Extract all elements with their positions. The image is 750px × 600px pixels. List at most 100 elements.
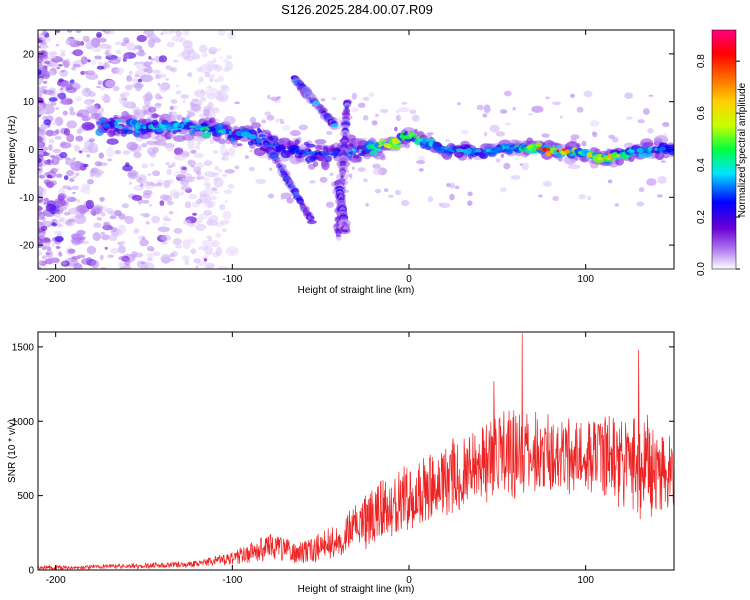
spectrogram-blob <box>180 179 189 187</box>
spectrogram-blob <box>597 157 601 161</box>
spectrogram-blob <box>357 102 366 109</box>
spectrogram-blob <box>234 165 240 170</box>
spectrogram-blob <box>179 37 186 43</box>
spectrogram-blob <box>210 240 220 248</box>
spectrogram-blob <box>589 120 600 127</box>
spectrogram-blob <box>193 166 202 174</box>
spectrogram-blob <box>416 160 426 165</box>
spectrogram-blob <box>207 239 213 241</box>
spectrogram-blob <box>307 149 312 153</box>
spectrogram-blob <box>141 163 149 169</box>
spectrogram-blob <box>56 223 64 228</box>
spectrogram-blob <box>221 228 227 233</box>
spectrogram-blob <box>219 56 223 59</box>
spectrogram-blob <box>148 203 153 207</box>
spectrogram-blob <box>67 248 76 254</box>
spectrogram-blob <box>270 96 279 102</box>
spectrogram-blob <box>71 66 77 71</box>
spectrogram-blob <box>109 215 117 220</box>
spectrogram-blob <box>331 123 339 128</box>
spectrogram-blob <box>128 171 137 178</box>
spectrogram-blob <box>228 147 236 157</box>
spectrogram-blob <box>212 107 220 114</box>
spectrogram-blob <box>331 150 339 155</box>
spectrogram-blob <box>72 49 84 57</box>
spectrogram-blob <box>497 147 504 152</box>
spectrogram-blob <box>142 199 150 204</box>
spectrogram-blob <box>66 87 77 94</box>
spectrogram-blob <box>224 169 235 174</box>
spectrogram-blob <box>41 255 48 260</box>
spectrogram-blob <box>101 162 108 166</box>
spectrogram-blob <box>396 110 399 114</box>
spectrogram-blob <box>87 59 91 63</box>
spectrogram-blob <box>66 37 75 45</box>
spectrogram-blob <box>49 70 55 76</box>
spectrogram-blob <box>207 101 214 111</box>
spectrogram-blob <box>372 167 382 176</box>
spectrogram-blob <box>648 94 654 97</box>
spectrogram-blob <box>152 140 161 145</box>
spectrogram-blob <box>139 61 144 64</box>
spectrogram-blob <box>319 176 328 183</box>
spectrogram-blob <box>352 146 357 150</box>
spectrogram-blob <box>134 74 140 78</box>
spectrogram-blob <box>222 144 226 148</box>
spectrogram-blob <box>76 128 83 134</box>
spectrogram-blob <box>91 59 96 66</box>
spectrogram-blob <box>96 85 101 89</box>
spectrogram-blob <box>203 181 210 187</box>
colorbar-gradient <box>712 30 736 269</box>
spectrogram-blob <box>75 199 81 203</box>
spectrogram-blob <box>195 223 207 231</box>
spectrogram-blob <box>157 82 161 87</box>
spectrogram-blob <box>104 30 111 35</box>
spectrogram-blob <box>38 69 42 76</box>
spectrogram-blob <box>482 113 488 118</box>
spectrogram-blob <box>38 211 46 220</box>
spectrogram-blob <box>183 46 194 52</box>
spectrogram-blob <box>173 228 183 234</box>
snr-ytick-label: 500 <box>17 491 34 502</box>
spectrogram-blob <box>221 128 227 135</box>
spectrogram-blob <box>460 149 465 153</box>
spectrogram-blob <box>229 130 232 134</box>
spectrogram-blob <box>427 196 434 203</box>
spectrogram-blob <box>280 192 292 200</box>
spectrogram-blob <box>105 79 116 88</box>
colorbar-ticks: 0.0 0.2 0.4 0.6 0.8 <box>696 54 740 276</box>
spectrogram-blob <box>187 139 195 150</box>
spectrogram-blob <box>125 216 129 220</box>
spectrogram-blob <box>106 52 113 57</box>
spectrogram-blob <box>158 73 167 78</box>
spectrogram-blob <box>351 107 359 113</box>
spectrogram-blob <box>38 130 45 136</box>
spectrogram-blob <box>79 206 87 215</box>
spectrogram-blob <box>87 178 94 185</box>
spectrogram-blob <box>365 203 369 207</box>
spectrogram-blob <box>428 141 433 147</box>
spectrogram-blob <box>165 78 169 81</box>
snr-marks <box>38 333 674 570</box>
spectrogram-blob <box>159 200 165 207</box>
spectrogram-blob <box>162 223 168 226</box>
spectrogram-blob <box>66 170 75 177</box>
spectrogram-blob <box>575 158 579 161</box>
spectrogram-blob <box>404 131 408 134</box>
spectrogram-blob <box>449 182 455 189</box>
spectrogram-blob <box>40 225 48 231</box>
spectrogram-blob <box>176 129 182 133</box>
spectrogram-blob <box>374 188 382 194</box>
spectrogram-xlabel: Height of straight line (km) <box>298 285 415 296</box>
spectrogram-blob <box>556 149 560 153</box>
spectrogram-blob <box>97 81 102 85</box>
spectrogram-blob <box>234 101 241 105</box>
spectrogram-blob <box>60 97 73 105</box>
spectrogram-blob <box>214 79 219 83</box>
spectrogram-blob <box>139 238 149 247</box>
spectrogram-blob <box>168 211 174 215</box>
spectrogram-blob <box>92 47 102 53</box>
spectrogram-blob <box>140 261 146 265</box>
spectrogram-blob <box>45 252 51 255</box>
